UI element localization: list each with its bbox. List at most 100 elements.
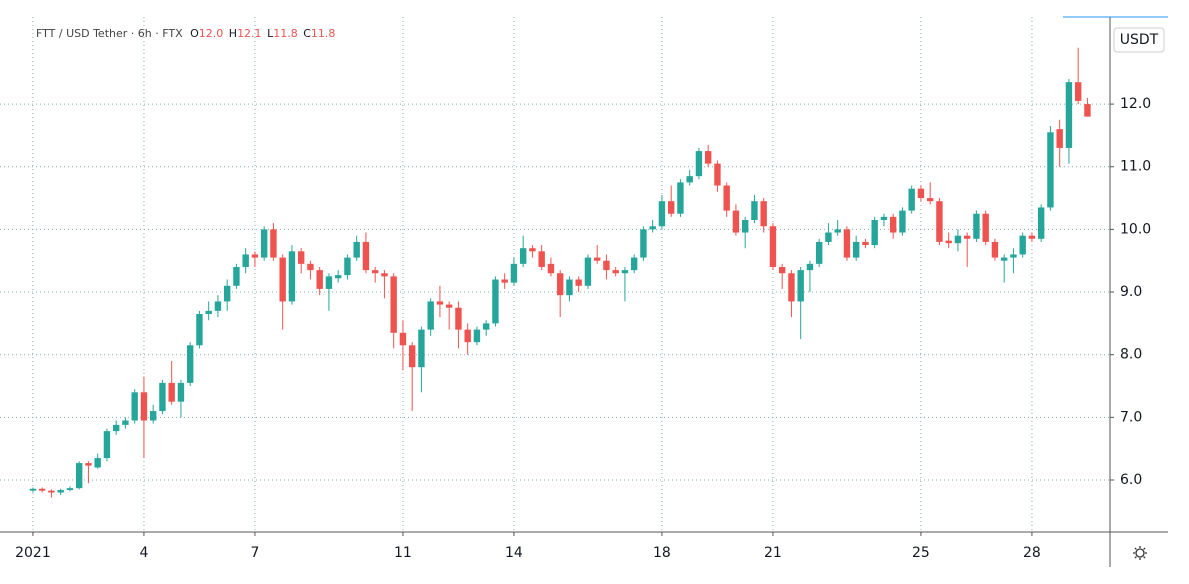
candle: [880, 213, 888, 227]
candle-body: [196, 313, 203, 346]
candle: [48, 489, 55, 498]
candle-body: [973, 213, 980, 239]
candle-body: [279, 257, 286, 302]
candle: [510, 257, 518, 286]
candle: [677, 179, 684, 217]
candle: [1028, 232, 1036, 242]
candle-body: [1028, 235, 1036, 239]
currency-box[interactable]: [1113, 27, 1165, 53]
candle-body: [186, 345, 194, 383]
candle-body: [834, 229, 841, 233]
candle: [723, 182, 730, 217]
candle-body: [214, 301, 222, 311]
candle-body: [982, 213, 989, 242]
candle: [603, 254, 610, 280]
candle-body: [482, 323, 490, 330]
candle-body: [48, 490, 55, 493]
candle: [75, 461, 83, 490]
candle-body: [621, 270, 629, 274]
candle-body: [325, 276, 333, 289]
candle-body: [427, 301, 434, 330]
gear-teeth[interactable]: [1133, 546, 1147, 560]
x-tick-label: 21: [764, 545, 782, 561]
candle-body: [251, 254, 259, 258]
symbol: FTT / USD Tether · 6h · FTX: [36, 27, 183, 40]
candle: [862, 238, 869, 249]
candle: [806, 260, 814, 293]
x-tick-label: 11: [394, 545, 412, 561]
candle-body: [584, 257, 592, 286]
candle-body: [436, 301, 444, 305]
candle: [815, 238, 823, 267]
candle-body: [390, 276, 397, 333]
candle: [427, 298, 434, 336]
candle: [1019, 232, 1026, 258]
currency-label[interactable]: USDT: [1120, 32, 1159, 48]
candle: [242, 248, 249, 274]
candle-body: [640, 229, 647, 258]
candle: [760, 198, 767, 233]
candle-body: [963, 235, 971, 239]
candle: [307, 260, 314, 280]
candle: [834, 219, 841, 236]
candle-body: [149, 411, 157, 421]
header: FTT / USD Tether · 6h · FTX O12.0 H12.1 …: [36, 27, 335, 40]
candle-body: [723, 185, 730, 211]
candle-body: [667, 201, 675, 214]
candle: [492, 276, 499, 327]
candle: [473, 326, 481, 346]
candle: [381, 270, 388, 299]
candle-body: [788, 273, 795, 302]
candle: [575, 276, 582, 293]
x-tick-label: 28: [1023, 545, 1041, 561]
candle: [1000, 254, 1008, 283]
candle-body: [575, 279, 582, 286]
candle: [612, 266, 619, 277]
candle: [186, 342, 194, 387]
candle: [982, 210, 989, 246]
y-tick-label: 6.0: [1120, 472, 1142, 488]
candle: [233, 263, 240, 289]
candle: [501, 273, 508, 289]
candle-body: [464, 329, 471, 343]
h-value: 12.1: [237, 27, 262, 40]
candle: [196, 310, 203, 349]
candle: [112, 420, 120, 435]
settings-icon[interactable]: [1133, 546, 1147, 560]
x-tick-label: 2021: [15, 545, 51, 561]
candle: [334, 270, 342, 283]
candle: [640, 226, 647, 261]
candle: [270, 223, 277, 261]
candle: [714, 160, 721, 192]
candle: [214, 295, 222, 318]
candle: [658, 194, 666, 230]
candle-body: [1056, 129, 1063, 148]
candle: [57, 488, 64, 496]
candle-body: [954, 235, 962, 244]
candle: [778, 263, 786, 289]
candle-body: [399, 332, 407, 346]
c-value: 11.8: [311, 27, 336, 40]
candle: [741, 216, 749, 249]
candle-body: [926, 198, 934, 202]
candle-body: [714, 163, 721, 186]
candle: [279, 254, 286, 330]
candle-body: [852, 241, 860, 258]
candle: [825, 223, 832, 246]
candle-body: [75, 463, 83, 489]
candle: [455, 301, 462, 349]
candle: [436, 285, 444, 318]
l-label: L: [267, 27, 274, 40]
candle: [66, 486, 74, 492]
candle: [769, 223, 777, 271]
y-tick-label: 12.0: [1120, 96, 1151, 112]
candle-body: [1065, 82, 1073, 148]
candle-body: [242, 254, 249, 267]
candle: [122, 417, 129, 429]
candle: [945, 232, 952, 249]
candle-body: [288, 251, 296, 302]
candle-body: [630, 257, 638, 271]
gear[interactable]: [1135, 548, 1145, 558]
candle: [547, 257, 555, 277]
candle: [889, 213, 897, 239]
